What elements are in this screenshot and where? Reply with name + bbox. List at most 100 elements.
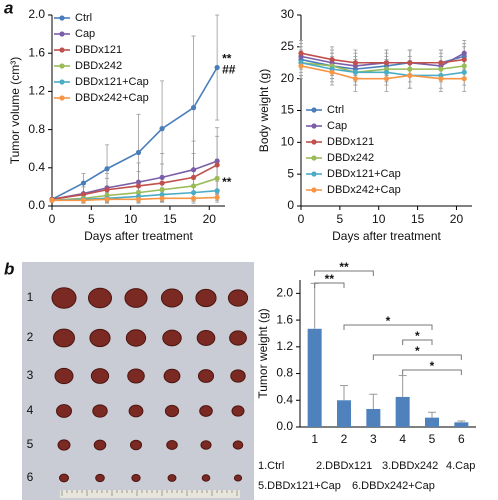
legend-marker [311, 155, 317, 161]
point [159, 174, 165, 180]
significance-label: * [430, 359, 435, 373]
point [190, 174, 197, 180]
bar [307, 328, 322, 427]
y-tick-label: 25 [281, 39, 295, 53]
point [383, 69, 390, 75]
y-tick-label: 30 [281, 7, 295, 21]
tumor [201, 474, 211, 482]
row-label: 3 [27, 368, 34, 382]
photo-content: 1 2 3 4 5 6 [27, 287, 249, 496]
point [104, 187, 110, 193]
point [214, 194, 220, 201]
tumor [230, 369, 246, 383]
row-label: 6 [27, 470, 34, 484]
point [352, 69, 359, 75]
point [214, 64, 220, 71]
tumor [200, 440, 212, 450]
bar [395, 396, 410, 427]
point [80, 180, 87, 186]
point [461, 76, 467, 82]
legend-marker [59, 31, 65, 37]
point [461, 69, 467, 75]
tumor [53, 328, 75, 348]
tumor [93, 439, 107, 451]
tumor [199, 405, 213, 417]
legend-marker [59, 79, 65, 85]
y-tick-label: 1.6 [28, 45, 45, 59]
significance-label: ** [339, 260, 349, 274]
tumor [87, 287, 113, 309]
point [135, 183, 142, 189]
y-tick-label: 0.4 [28, 160, 45, 174]
point [407, 72, 413, 79]
x-tick-label: 5 [337, 212, 344, 226]
point [104, 196, 110, 202]
tumor [227, 289, 249, 307]
tumor [51, 287, 77, 309]
x-tick-label: 4 [399, 432, 406, 446]
significance-bracket [343, 324, 433, 330]
legend-label: Cap [327, 120, 347, 132]
tumor [90, 368, 110, 384]
y-tick-label: 2.0 [28, 7, 45, 21]
bar [425, 417, 439, 427]
point [49, 197, 55, 203]
annotation: ** [222, 175, 232, 189]
y-tick-label: 0.8 [28, 122, 45, 136]
legend-label: DBDx121+Cap [327, 168, 401, 180]
point [190, 167, 197, 173]
point [298, 63, 304, 69]
y-tick-label: 15 [281, 103, 295, 117]
x-tick-label: 20 [203, 212, 217, 226]
point [407, 66, 413, 72]
legend-label: Ctrl [327, 104, 344, 116]
point [214, 162, 220, 168]
legend-marker [311, 187, 317, 193]
x-axis-title: Days after treatment [84, 229, 193, 243]
bar [454, 422, 469, 427]
point [135, 190, 142, 196]
x-tick-label: 20 [450, 212, 464, 226]
tumor [129, 439, 143, 451]
point [80, 191, 87, 198]
legend-marker [59, 15, 65, 21]
point [159, 187, 165, 193]
y-axis-title: Body weight (g) [257, 69, 271, 152]
x-tick-label: 10 [124, 212, 138, 226]
y-tick-label: 1.2 [28, 84, 45, 98]
tumor [197, 369, 215, 383]
ruler [60, 490, 240, 498]
y-tick-label: 0.4 [276, 392, 293, 406]
y-axis-title: Tumor weight (g) [256, 308, 270, 398]
x-tick-label: 15 [411, 212, 425, 226]
legend-label: DBDx121 [327, 136, 374, 148]
point [461, 50, 467, 56]
tumor [167, 474, 177, 482]
y-tick-label: 0.0 [276, 419, 293, 433]
significance-bracket [402, 369, 462, 375]
point [190, 183, 197, 189]
point [461, 63, 467, 69]
significance-bracket [314, 282, 345, 288]
point [329, 69, 335, 75]
legend-marker [311, 107, 317, 113]
row-label: 2 [27, 330, 34, 344]
legend-label: 6.DBDx242+Cap [352, 480, 435, 492]
tumor [231, 405, 245, 417]
y-tick-label: 5 [287, 166, 294, 180]
tumor [127, 368, 145, 384]
point [438, 76, 444, 82]
y-tick-label: 0 [287, 198, 294, 212]
tumor [195, 288, 217, 308]
tumor [54, 367, 74, 385]
tumor [89, 328, 111, 348]
legend-label: DBDx121+Cap [75, 76, 149, 88]
significance-label: * [386, 314, 391, 328]
legend-label: DBDx242 [75, 60, 122, 72]
tumor [166, 440, 178, 450]
point [80, 197, 87, 203]
x-tick-label: 3 [370, 432, 377, 446]
legend-label: 4.Cap [446, 460, 475, 472]
